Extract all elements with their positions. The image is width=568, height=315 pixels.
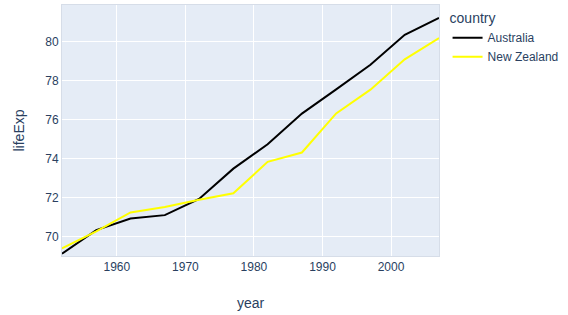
svg-text:78: 78 [45, 74, 59, 88]
svg-text:country: country [450, 10, 496, 26]
svg-text:year: year [237, 295, 265, 311]
svg-text:2000: 2000 [378, 260, 405, 274]
svg-text:lifeExp: lifeExp [11, 109, 27, 151]
svg-text:Australia: Australia [488, 31, 535, 45]
svg-text:74: 74 [45, 152, 59, 166]
svg-text:1980: 1980 [241, 260, 268, 274]
svg-text:1970: 1970 [172, 260, 199, 274]
svg-text:80: 80 [45, 35, 59, 49]
svg-text:1990: 1990 [309, 260, 336, 274]
svg-text:70: 70 [45, 230, 59, 244]
svg-text:New Zealand: New Zealand [488, 50, 559, 64]
svg-text:1960: 1960 [103, 260, 130, 274]
svg-text:76: 76 [45, 113, 59, 127]
svg-text:72: 72 [45, 191, 59, 205]
